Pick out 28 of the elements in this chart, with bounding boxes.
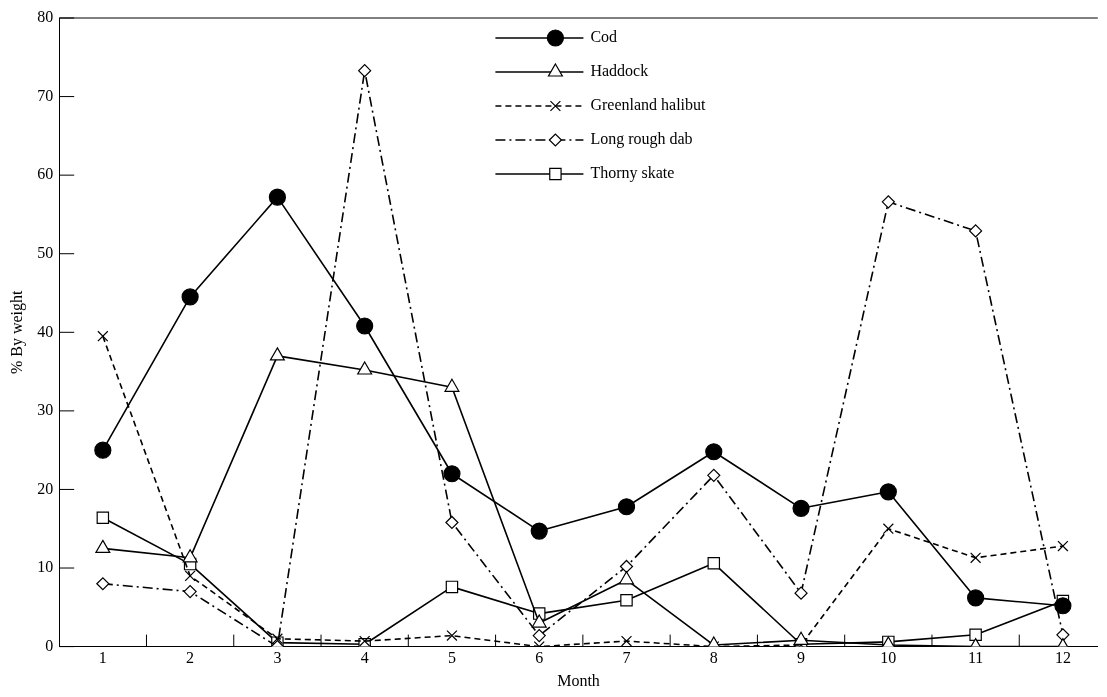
x-tick-label: 3 bbox=[273, 649, 282, 667]
x-axis-title: Month bbox=[557, 671, 600, 689]
y-tick-label: 50 bbox=[37, 243, 54, 261]
y-tick-label: 10 bbox=[37, 558, 54, 576]
x-tick-label: 9 bbox=[797, 649, 806, 667]
y-tick-label: 60 bbox=[37, 165, 54, 183]
x-tick-label: 4 bbox=[360, 649, 369, 667]
legend-label: Thorny skate bbox=[590, 164, 675, 183]
x-tick-label: 5 bbox=[447, 649, 456, 667]
x-tick-label: 1 bbox=[98, 649, 107, 667]
legend-label: Greenland halibut bbox=[590, 96, 707, 114]
y-tick-label: 20 bbox=[37, 479, 54, 497]
x-tick-label: 8 bbox=[709, 649, 718, 667]
x-tick-label: 6 bbox=[535, 649, 544, 667]
x-tick-label: 7 bbox=[622, 649, 631, 667]
y-tick-label: 40 bbox=[37, 322, 54, 340]
y-tick-label: 30 bbox=[37, 401, 54, 419]
x-tick-label: 10 bbox=[880, 649, 897, 667]
legend-label: Long rough dab bbox=[590, 130, 693, 149]
y-tick-label: 0 bbox=[45, 636, 54, 654]
y-tick-label: 80 bbox=[37, 8, 54, 26]
x-tick-label: 2 bbox=[186, 649, 195, 667]
y-tick-label: 70 bbox=[37, 86, 54, 104]
legend-label: Cod bbox=[590, 28, 618, 46]
x-tick-label: 12 bbox=[1054, 649, 1071, 667]
x-tick-label: 11 bbox=[967, 649, 984, 667]
y-axis-title: % By weight bbox=[7, 289, 26, 375]
legend-label: Haddock bbox=[590, 62, 649, 80]
